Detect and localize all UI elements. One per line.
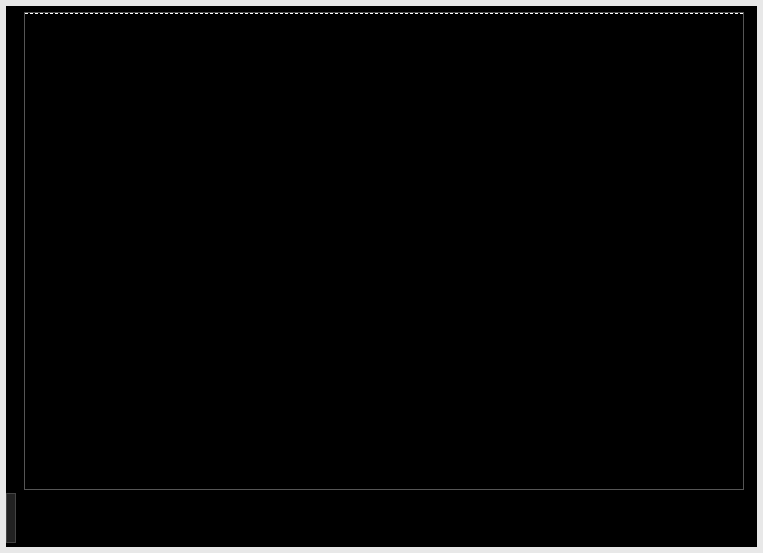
scope-frame [6,6,757,547]
info-panel-trigger [6,493,16,543]
c2-marker [6,6,10,8]
plot-area [24,12,744,490]
trace-svg [25,13,743,489]
